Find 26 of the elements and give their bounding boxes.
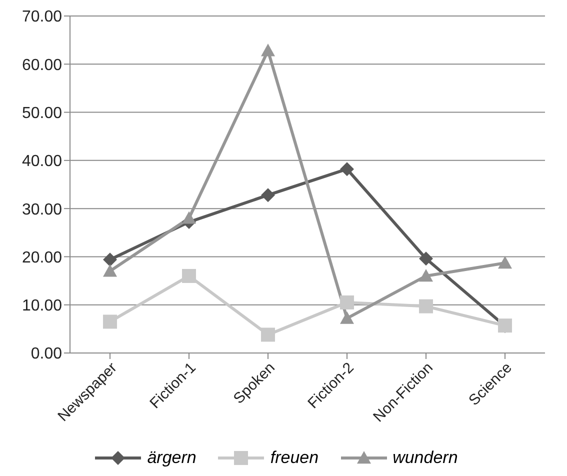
point: [261, 328, 275, 342]
legend-label: ärgern: [147, 448, 196, 468]
point: [103, 264, 117, 277]
point: [340, 162, 354, 176]
point: [419, 268, 433, 282]
y-tick-label: 10.00: [22, 298, 62, 315]
y-tick-label: 30.00: [22, 201, 62, 218]
y-tick-label: 20.00: [22, 249, 62, 266]
point: [182, 268, 196, 283]
y-tick-label: 60.00: [22, 56, 62, 74]
point: [261, 44, 275, 56]
y-tick-label: 50.00: [22, 104, 62, 122]
legend-label: wundern: [392, 448, 458, 468]
y-tick-label: 0.00: [30, 346, 62, 363]
point: [419, 299, 433, 314]
point: [261, 188, 275, 202]
point: [498, 256, 512, 269]
point: [340, 295, 354, 310]
point: [182, 211, 196, 224]
point: [419, 252, 433, 266]
point: [103, 252, 117, 267]
y-tick-label: 70.00: [22, 8, 62, 26]
point: [103, 314, 117, 329]
legend-label: freuen: [270, 448, 319, 468]
point: [340, 311, 354, 324]
y-tick-label: 40.00: [22, 153, 62, 170]
